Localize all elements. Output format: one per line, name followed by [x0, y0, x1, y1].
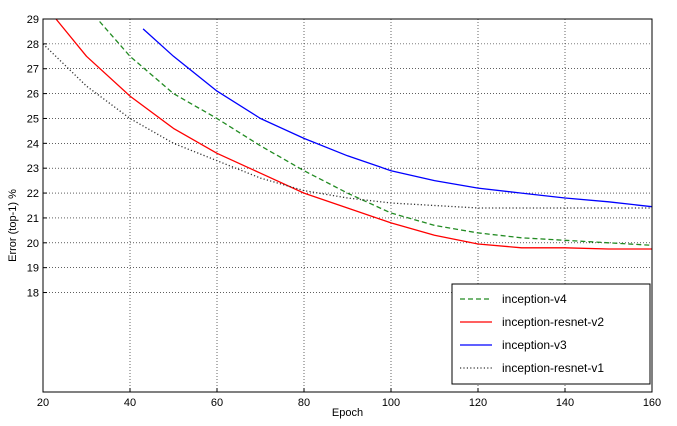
legend: inception-v4 inception-resnet-v2 inception… [451, 283, 651, 385]
legend-label: inception-resnet-v1 [502, 361, 604, 375]
legend-label: inception-v4 [502, 292, 567, 306]
y-axis-ticks: 18 19 20 21 22 23 24 25 26 27 28 29 [27, 14, 47, 300]
y-tick-label: 24 [27, 138, 39, 150]
y-axis-label: Error (top-1) % [7, 189, 19, 262]
series-line-inception-v4 [99, 21, 653, 246]
x-tick-label: 60 [211, 397, 223, 409]
y-tick-label: 27 [27, 64, 39, 76]
x-tick-label: 100 [382, 397, 400, 409]
series-line-inception-resnet-v1 [42, 43, 652, 209]
y-tick-label: 18 [27, 288, 39, 300]
x-axis-label: Epoch [332, 407, 363, 419]
x-tick-label: 120 [469, 397, 487, 409]
y-tick-label: 19 [27, 263, 39, 275]
legend-box [451, 283, 651, 385]
x-tick-label: 80 [298, 397, 310, 409]
x-axis-ticks: 20 40 60 80 100 120 140 160 [37, 388, 661, 409]
legend-label: inception-v3 [502, 338, 567, 352]
series-line-inception-v3 [142, 28, 653, 208]
y-tick-label: 21 [27, 213, 39, 225]
y-tick-label: 20 [27, 238, 39, 250]
x-tick-label: 20 [37, 397, 49, 409]
x-tick-label: 160 [643, 397, 661, 409]
y-tick-label: 28 [27, 39, 39, 51]
y-tick-label: 22 [27, 188, 39, 200]
series-line-inception-resnet-v2 [55, 18, 652, 250]
series-layer [42, 18, 653, 250]
x-tick-label: 140 [556, 397, 574, 409]
y-tick-label: 25 [27, 113, 39, 125]
x-tick-label: 40 [124, 397, 136, 409]
plot-frame [42, 18, 653, 393]
y-tick-label: 29 [27, 14, 39, 26]
y-tick-label: 23 [27, 163, 39, 175]
y-tick-label: 26 [27, 89, 39, 101]
legend-label: inception-resnet-v2 [502, 315, 604, 329]
